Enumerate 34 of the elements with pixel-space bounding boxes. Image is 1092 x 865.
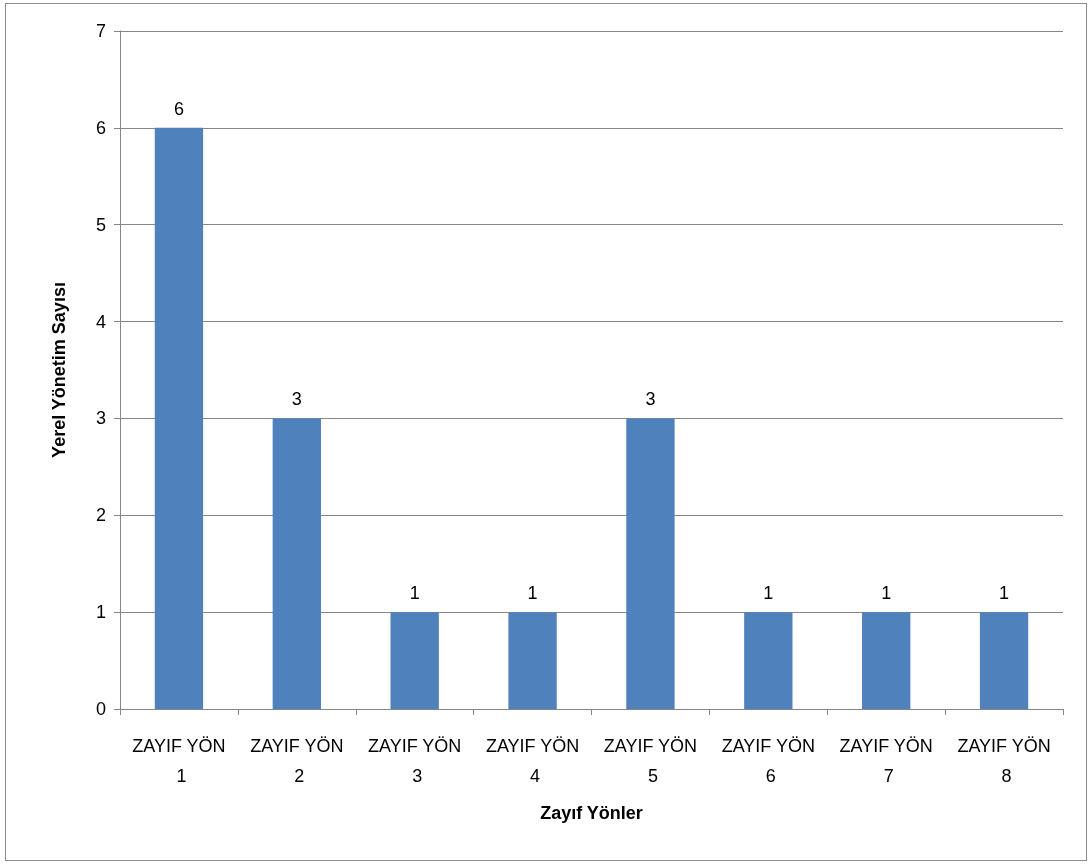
x-tick-label: ZAYIF YÖN 5 (603, 736, 698, 786)
data-label: 1 (763, 583, 774, 604)
data-label: 1 (527, 583, 538, 604)
y-tick-label: 7 (95, 21, 106, 41)
x-tick-label: ZAYIF YÖN 8 (957, 736, 1051, 786)
data-label: 1 (409, 583, 420, 604)
bar (862, 612, 911, 709)
y-tick-label: 2 (95, 505, 106, 526)
x-tick-label: ZAYIF YÖN 7 (839, 736, 933, 786)
data-label: 3 (645, 389, 656, 410)
y-tick-label: 0 (95, 699, 106, 719)
x-axis-title: Zayıf Yönler (540, 803, 643, 823)
data-label: 1 (881, 583, 892, 604)
bar (272, 418, 321, 709)
x-tick-label: ZAYIF YÖN 2 (250, 736, 344, 786)
x-tick-label: ZAYIF YÖN 3 (368, 736, 462, 786)
bar (390, 612, 439, 709)
bar (744, 612, 793, 709)
bar (154, 127, 204, 709)
x-tick-label: ZAYIF YÖN 6 (721, 736, 815, 786)
bar (626, 418, 675, 709)
bar (979, 612, 1029, 709)
y-tick-label: 6 (95, 117, 106, 138)
data-label: 6 (173, 98, 184, 119)
data-label: 1 (999, 583, 1010, 604)
y-tick-label: 3 (95, 408, 106, 429)
bar (508, 612, 557, 709)
data-label: 3 (291, 389, 302, 410)
y-tick-label: 1 (95, 602, 106, 623)
y-axis-title: Yerel Yönetim Sayısı (49, 282, 69, 458)
x-tick-label: ZAYIF YÖN 4 (485, 736, 580, 786)
x-tick-label: ZAYIF YÖN 1 (132, 736, 226, 786)
y-tick-label: 5 (95, 214, 106, 235)
y-tick-label: 4 (95, 311, 106, 332)
